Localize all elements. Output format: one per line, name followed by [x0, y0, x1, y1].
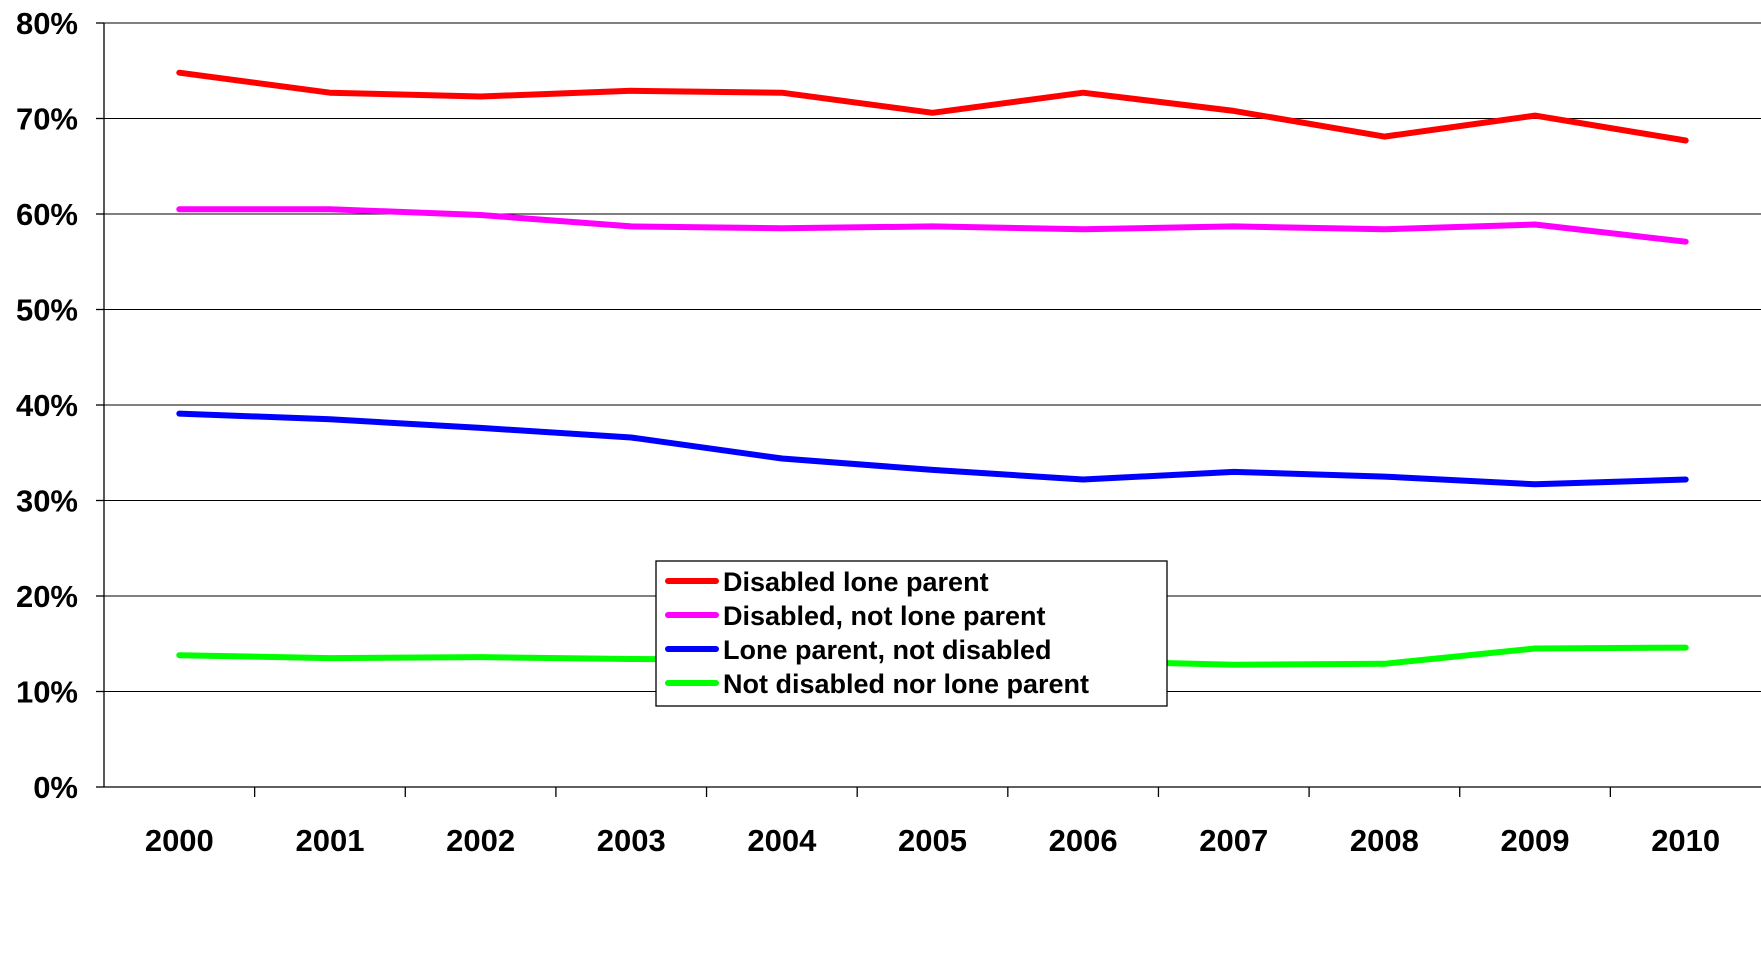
data-point — [930, 223, 936, 229]
data-point — [1683, 476, 1689, 482]
data-point — [327, 206, 333, 212]
data-point — [1231, 662, 1237, 668]
series-line-1 — [176, 206, 1689, 245]
data-point — [1231, 223, 1237, 229]
data-point — [779, 455, 785, 461]
x-tick-label: 2007 — [1199, 823, 1268, 858]
data-point — [1231, 108, 1237, 114]
legend-label: Lone parent, not disabled — [723, 635, 1052, 665]
legend-label: Not disabled nor lone parent — [723, 669, 1089, 699]
data-point — [1683, 239, 1689, 245]
y-tick-label: 40% — [16, 388, 78, 423]
data-point — [930, 110, 936, 116]
data-point — [1532, 481, 1538, 487]
legend-label: Disabled, not lone parent — [723, 601, 1046, 631]
data-point — [327, 655, 333, 661]
data-point — [1381, 134, 1387, 140]
data-point — [1080, 90, 1086, 96]
data-point — [176, 652, 182, 658]
series-line-0 — [176, 69, 1689, 144]
data-point — [628, 656, 634, 662]
data-point — [478, 654, 484, 660]
legend: Disabled lone parent Disabled, not lone p… — [655, 560, 1168, 707]
x-axis-ticks: 2000 2001 2002 2003 2004 2005 2006 2007 2008 2009… — [145, 787, 1720, 858]
y-tick-label: 30% — [16, 484, 78, 519]
data-point — [628, 434, 634, 440]
y-tick-label: 80% — [16, 6, 78, 41]
x-tick-label: 2004 — [747, 823, 817, 858]
x-tick-label: 2002 — [446, 823, 515, 858]
x-tick-label: 2000 — [145, 823, 214, 858]
data-point — [1683, 645, 1689, 651]
data-point — [628, 223, 634, 229]
y-tick-label: 50% — [16, 293, 78, 328]
data-point — [478, 425, 484, 431]
data-point — [1381, 661, 1387, 667]
data-point — [176, 411, 182, 417]
data-point — [478, 212, 484, 218]
series-line-2 — [176, 410, 1689, 488]
data-point — [1532, 222, 1538, 228]
x-tick-label: 2001 — [295, 823, 364, 858]
y-tick-label: 70% — [16, 102, 78, 137]
x-tick-label: 2009 — [1501, 823, 1570, 858]
data-point — [628, 88, 634, 94]
data-point — [327, 416, 333, 422]
x-tick-label: 2010 — [1651, 823, 1720, 858]
x-tick-label: 2003 — [597, 823, 666, 858]
data-point — [779, 90, 785, 96]
y-axis-ticks: 0% 10% 20% 30% 40% 50% 60% 70% 80% — [16, 6, 104, 805]
x-tick-label: 2006 — [1049, 823, 1118, 858]
legend-label: Disabled lone parent — [723, 567, 989, 597]
data-point — [176, 70, 182, 76]
data-point — [1532, 646, 1538, 652]
data-point — [930, 467, 936, 473]
x-tick-label: 2008 — [1350, 823, 1419, 858]
data-point — [478, 94, 484, 100]
data-point — [1381, 474, 1387, 480]
y-tick-label: 60% — [16, 197, 78, 232]
data-point — [176, 206, 182, 212]
data-point — [327, 90, 333, 96]
x-tick-label: 2005 — [898, 823, 967, 858]
data-point — [1080, 226, 1086, 232]
data-point — [1532, 113, 1538, 119]
data-point — [779, 225, 785, 231]
legend-box — [655, 560, 1168, 707]
data-point — [1080, 476, 1086, 482]
y-tick-label: 0% — [33, 770, 78, 805]
y-tick-label: 20% — [16, 579, 78, 614]
y-tick-label: 10% — [16, 675, 78, 710]
data-point — [1381, 226, 1387, 232]
data-point — [1683, 137, 1689, 143]
data-point — [1231, 469, 1237, 475]
